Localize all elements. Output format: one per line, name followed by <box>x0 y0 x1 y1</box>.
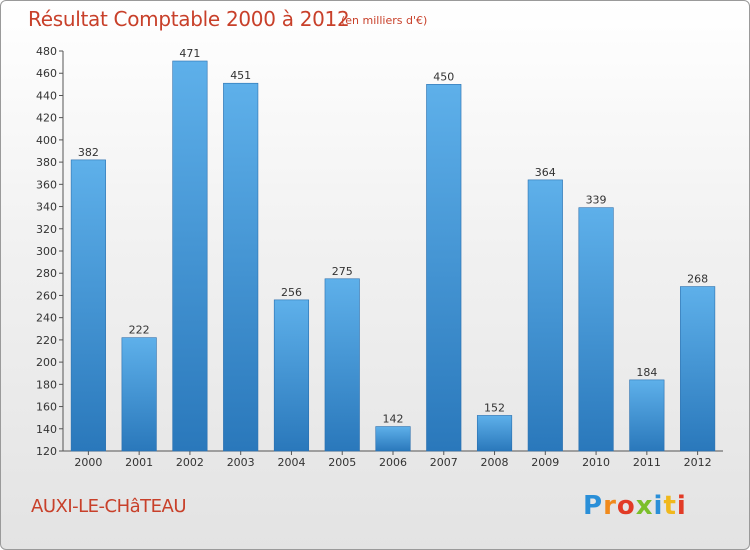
y-tick-label: 240 <box>36 312 57 325</box>
bar-2009 <box>527 179 563 452</box>
chart-axes: 120 140 160 180 200 220 240 260 280 300 320 340 360 3… <box>36 45 723 469</box>
bar-2008 <box>476 415 513 452</box>
data-label-2001: 222 <box>129 324 150 337</box>
data-label-2003: 451 <box>230 69 251 82</box>
chart-data-labels: 382 222 471 451 256 275 142 450 152 364 339 184 268 <box>78 47 708 426</box>
y-tick-label: 140 <box>36 423 57 436</box>
y-tick-label: 460 <box>36 67 57 80</box>
data-label-2002: 471 <box>179 47 200 60</box>
y-tick-label: 480 <box>36 45 57 58</box>
bar-2012 <box>680 286 716 452</box>
y-tick-label: 280 <box>36 267 57 280</box>
data-label-2007: 450 <box>433 70 454 83</box>
x-tick-label: 2011 <box>633 456 661 469</box>
y-tick-label: 200 <box>36 356 57 369</box>
data-label-2010: 339 <box>586 194 607 207</box>
x-tick-label: 2002 <box>176 456 204 469</box>
y-tick-label: 440 <box>36 89 57 102</box>
chart-title: Résultat Comptable 2000 à 2012 <box>28 7 350 31</box>
commune-name: AUXI-LE-CHâTEAU <box>31 496 187 517</box>
y-tick-label: 300 <box>36 245 57 258</box>
proxiti-logo[interactable]: Proxiti <box>583 491 687 521</box>
bar-2002 <box>172 60 208 452</box>
x-tick-label: 2003 <box>227 456 255 469</box>
bar-2003 <box>223 82 259 452</box>
bar-2010 <box>578 207 614 452</box>
x-tick-label: 2001 <box>125 456 153 469</box>
data-label-2008: 152 <box>484 401 505 414</box>
x-tick-label: 2012 <box>684 456 712 469</box>
chart-subtitle: (en milliers d'€) <box>341 14 428 27</box>
x-tick-label: 2005 <box>328 456 356 469</box>
x-tick-label: 2010 <box>582 456 610 469</box>
data-label-2004: 256 <box>281 286 302 299</box>
bar-2007 <box>426 84 462 452</box>
data-label-2012: 268 <box>687 273 708 286</box>
y-tick-label: 340 <box>36 201 57 214</box>
y-tick-label: 220 <box>36 334 57 347</box>
y-tick-label: 400 <box>36 134 57 147</box>
data-label-2000: 382 <box>78 146 99 159</box>
bar-2001 <box>121 337 157 452</box>
bar-2005 <box>324 278 360 452</box>
x-tick-label: 2009 <box>531 456 559 469</box>
chart-bars <box>70 60 716 452</box>
data-label-2005: 275 <box>332 265 353 278</box>
y-tick-label: 180 <box>36 378 57 391</box>
bar-2006 <box>375 426 411 452</box>
x-tick-label: 2006 <box>379 456 407 469</box>
data-label-2011: 184 <box>636 366 657 379</box>
y-tick-label: 320 <box>36 223 57 236</box>
bar-2011 <box>629 379 665 452</box>
data-label-2009: 364 <box>535 166 556 179</box>
y-tick-label: 420 <box>36 112 57 125</box>
data-label-2006: 142 <box>383 413 404 426</box>
y-tick-label: 260 <box>36 289 57 302</box>
y-tick-label: 120 <box>36 445 57 458</box>
x-tick-label: 2007 <box>430 456 458 469</box>
x-tick-label: 2008 <box>481 456 509 469</box>
y-tick-label: 160 <box>36 401 57 414</box>
bar-2000 <box>70 159 106 452</box>
y-tick-label: 380 <box>36 156 57 169</box>
bar-2004 <box>273 299 310 452</box>
y-tick-label: 360 <box>36 178 57 191</box>
x-tick-label: 2004 <box>277 456 305 469</box>
x-tick-label: 2000 <box>74 456 102 469</box>
